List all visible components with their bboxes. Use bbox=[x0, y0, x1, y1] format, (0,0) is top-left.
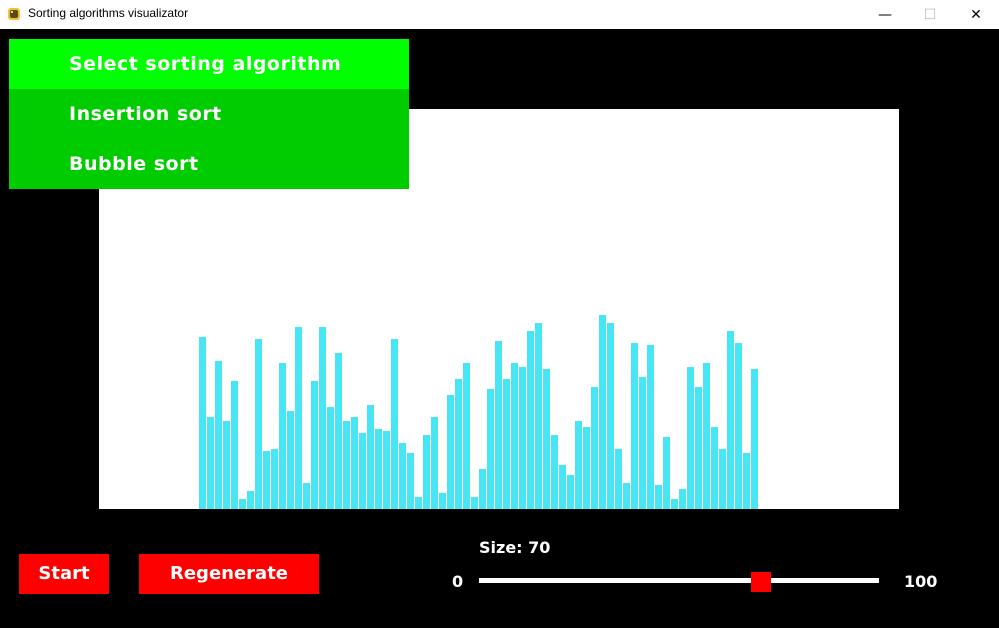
data-bar bbox=[479, 469, 486, 509]
data-bar bbox=[695, 387, 702, 509]
data-bar bbox=[367, 405, 374, 509]
data-bar bbox=[527, 331, 534, 509]
data-bar bbox=[303, 483, 310, 509]
data-bar bbox=[711, 427, 718, 509]
data-bar bbox=[599, 315, 606, 509]
data-bar bbox=[311, 381, 318, 509]
data-bar bbox=[511, 363, 518, 509]
python-snake-icon bbox=[8, 8, 20, 20]
data-bar bbox=[551, 435, 558, 509]
maximize-button[interactable]: ☐ bbox=[907, 0, 953, 29]
data-bar bbox=[495, 341, 502, 509]
maximize-icon: ☐ bbox=[923, 6, 937, 23]
data-bar bbox=[439, 493, 446, 509]
data-bar bbox=[319, 327, 326, 509]
data-bar bbox=[647, 345, 654, 509]
menu-option-label: Bubble sort bbox=[69, 153, 199, 175]
data-bar bbox=[535, 323, 542, 509]
data-bar bbox=[623, 483, 630, 509]
data-bar bbox=[415, 497, 422, 509]
data-bar bbox=[543, 369, 550, 509]
data-bar bbox=[751, 369, 758, 509]
close-icon: ✕ bbox=[970, 6, 982, 23]
data-bar bbox=[663, 437, 670, 509]
menu-option-bubble-sort[interactable]: Bubble sort bbox=[9, 139, 409, 189]
slider-max-label: 100 bbox=[904, 572, 938, 591]
data-bar bbox=[591, 387, 598, 509]
close-button[interactable]: ✕ bbox=[953, 0, 999, 29]
data-bar bbox=[207, 417, 214, 509]
data-bar bbox=[223, 421, 230, 509]
data-bar bbox=[503, 379, 510, 509]
data-bar bbox=[199, 337, 206, 509]
data-bar bbox=[407, 453, 414, 509]
data-bar bbox=[631, 343, 638, 509]
data-bar bbox=[615, 449, 622, 509]
data-bar bbox=[335, 353, 342, 509]
data-bar bbox=[559, 465, 566, 509]
size-slider-track[interactable] bbox=[479, 578, 879, 583]
data-bar bbox=[471, 497, 478, 509]
data-bar bbox=[567, 475, 574, 509]
data-bar bbox=[735, 343, 742, 509]
data-bar bbox=[431, 417, 438, 509]
data-bar bbox=[351, 417, 358, 509]
slider-min-label: 0 bbox=[452, 572, 464, 591]
menu-option-insertion-sort[interactable]: Insertion sort bbox=[9, 89, 409, 139]
start-button[interactable]: Start bbox=[19, 554, 109, 594]
data-bar bbox=[359, 433, 366, 509]
data-bar bbox=[327, 407, 334, 509]
data-bar bbox=[447, 395, 454, 509]
menu-option-label: Insertion sort bbox=[69, 103, 222, 125]
data-bar bbox=[279, 363, 286, 509]
bar-chart-area bbox=[99, 109, 899, 509]
data-bar bbox=[343, 421, 350, 509]
data-bar bbox=[679, 489, 686, 509]
data-bar bbox=[575, 421, 582, 509]
data-bar bbox=[391, 339, 398, 509]
data-bar bbox=[287, 411, 294, 509]
data-bar bbox=[519, 367, 526, 509]
data-bar bbox=[655, 485, 662, 509]
data-bar bbox=[487, 389, 494, 509]
data-bar bbox=[743, 453, 750, 509]
size-slider-thumb[interactable] bbox=[751, 572, 771, 592]
dropdown-header-label: Select sorting algorithm bbox=[69, 53, 342, 75]
data-bar bbox=[607, 323, 614, 509]
data-bar bbox=[255, 339, 262, 509]
data-bar bbox=[423, 435, 430, 509]
data-bar bbox=[215, 361, 222, 509]
regenerate-button[interactable]: Regenerate bbox=[139, 554, 319, 594]
minimize-button[interactable]: — bbox=[862, 0, 908, 29]
data-bar bbox=[719, 449, 726, 509]
algorithm-dropdown-header[interactable]: Select sorting algorithm bbox=[9, 39, 409, 89]
data-bar bbox=[455, 379, 462, 509]
data-bar bbox=[687, 367, 694, 509]
data-bar bbox=[399, 443, 406, 509]
data-bar bbox=[271, 449, 278, 509]
minimize-icon: — bbox=[878, 6, 892, 23]
data-bar bbox=[263, 451, 270, 509]
data-bar bbox=[247, 491, 254, 509]
data-bar bbox=[231, 381, 238, 509]
data-bar bbox=[383, 431, 390, 509]
data-bar bbox=[703, 363, 710, 509]
data-bar bbox=[375, 429, 382, 509]
data-bar bbox=[239, 499, 246, 509]
data-bar bbox=[295, 327, 302, 509]
data-bar bbox=[463, 363, 470, 509]
window-title: Sorting algorithms visualizator bbox=[28, 6, 189, 20]
data-bar bbox=[727, 331, 734, 509]
size-label: Size: 70 bbox=[479, 538, 551, 557]
title-bar: Sorting algorithms visualizator — ☐ ✕ bbox=[0, 0, 999, 29]
data-bar bbox=[583, 427, 590, 509]
data-bar bbox=[671, 499, 678, 509]
data-bar bbox=[639, 377, 646, 509]
